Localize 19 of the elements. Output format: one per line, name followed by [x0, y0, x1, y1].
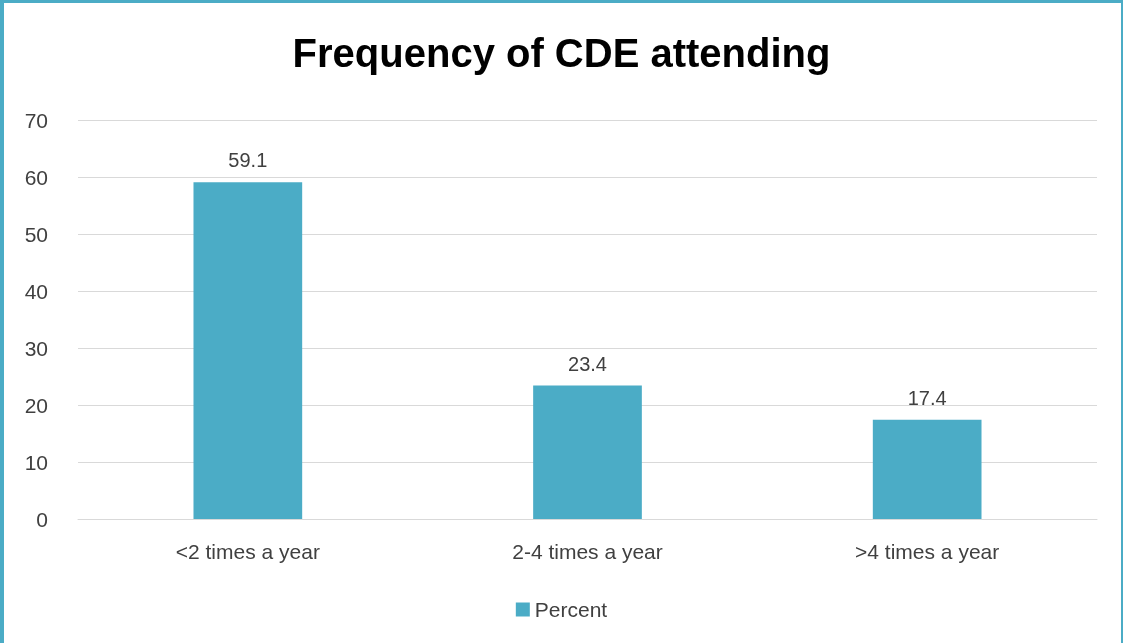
x-tick-label: 2-4 times a year	[512, 540, 663, 563]
data-label: 17.4	[907, 386, 947, 409]
y-tick-label: 50	[24, 222, 48, 246]
x-tick-label: >4 times a year	[855, 540, 1000, 563]
y-tick-label: 60	[24, 165, 48, 189]
x-tick-label: <2 times a year	[175, 540, 320, 563]
chart-title: Frequency of CDE attending	[292, 31, 831, 75]
data-label: 23.4	[568, 352, 607, 375]
bar	[533, 385, 642, 519]
data-label: 59.1	[228, 149, 268, 172]
bar	[872, 419, 982, 519]
y-tick-label: 0	[36, 507, 48, 531]
y-tick-label: 10	[24, 450, 48, 474]
y-tick-label: 20	[24, 393, 48, 417]
y-tick-label: 30	[24, 336, 48, 360]
bar	[193, 182, 303, 519]
y-tick-label: 70	[24, 108, 48, 132]
legend-label: Percent	[534, 598, 608, 621]
y-tick-label: 40	[24, 279, 48, 303]
